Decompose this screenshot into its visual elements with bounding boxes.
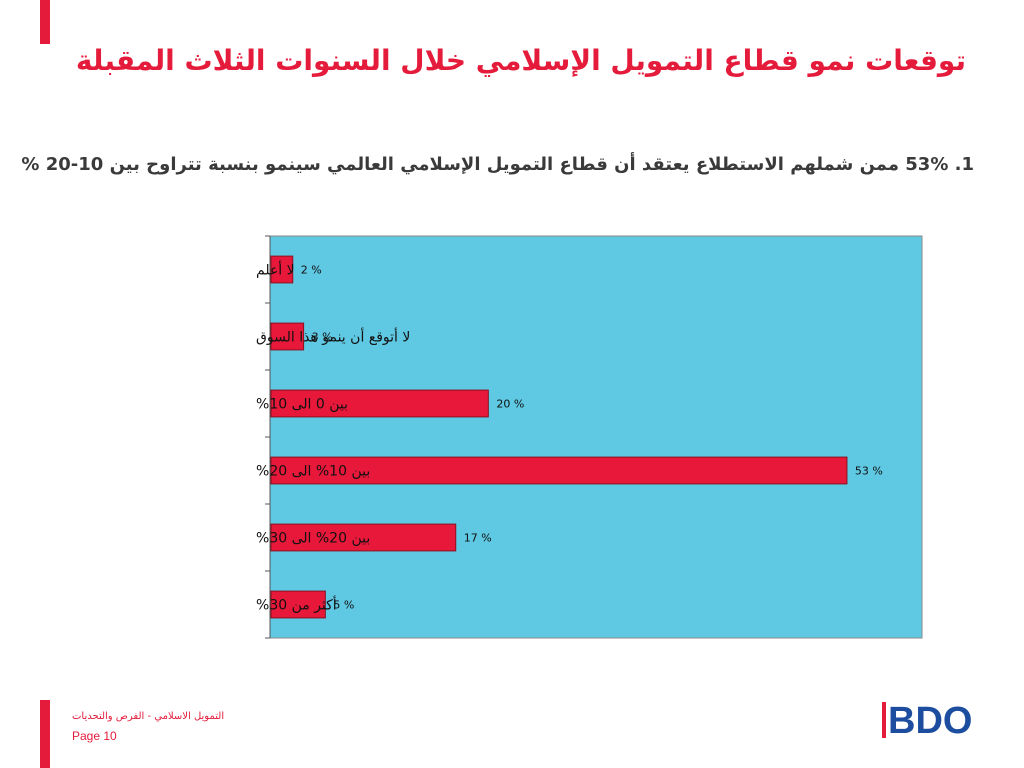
bar [270,322,305,351]
slide-title: توقعات نمو قطاع التمويل الإسلامي خلال ال… [75,44,966,77]
axis-layer [265,235,271,639]
slide-subtitle: 1. 53% ممن شملهم الاستطلاع يعتقد أن قطاع… [21,154,974,175]
data-label: 5 % [333,599,354,612]
logo-text: BDO [888,700,972,742]
bar [270,255,294,284]
data-label: 20 % [496,398,524,411]
bar [270,389,489,418]
category-label: بين 10% الى 20% [256,464,370,480]
data-label: 3 % [312,331,333,344]
page-number: Page 10 [72,729,117,743]
data-label: 17 % [464,532,492,545]
bar [270,523,457,552]
logo-accent-bar [882,702,886,738]
top-accent-bar [40,0,50,44]
data-label: 2 % [301,264,322,277]
bdo-logo: BDO [882,700,972,742]
plot-area [269,235,923,639]
category-label: لا أتوقع أن ينمو هذا السوق [256,328,410,346]
bar [270,590,326,619]
category-label: لا أعلم [256,261,295,279]
bar [270,456,848,485]
category-label: بين 20% الى 30% [256,531,370,547]
data-label: 53 % [855,465,883,478]
category-label: بين 0 الى 10% [256,397,348,413]
bars-layer [270,255,848,619]
labels-layer: 2 % لا أعلم 3 %لا أتوقع أن ينمو هذا السوق 2… [256,261,883,614]
category-label: أكثر من 30% [256,596,337,614]
bottom-accent-bar [40,700,50,768]
footer-text: التمويل الاسلامي - الفرص والتحديات [72,711,225,722]
